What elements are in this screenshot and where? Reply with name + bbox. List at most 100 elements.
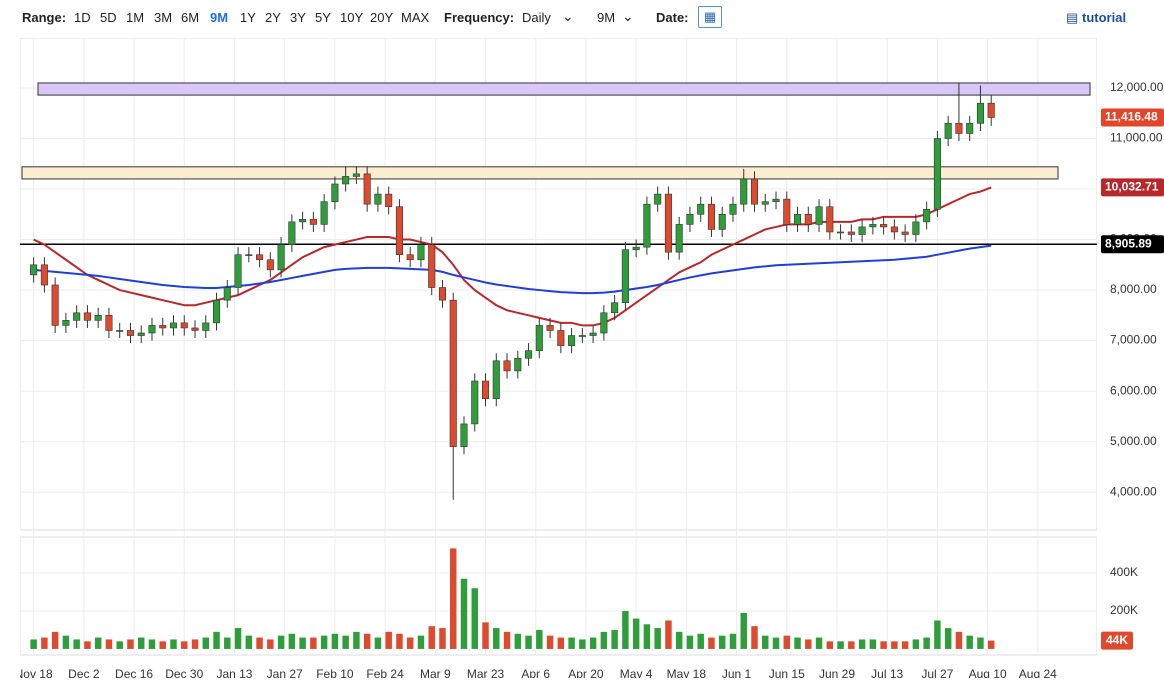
volume-bar [826,641,834,649]
volume-bar [331,633,339,649]
volume-bar [234,628,242,649]
volume-bar [901,641,909,649]
candle-body [428,244,436,288]
candle-body [546,325,554,331]
candle-body [707,203,715,230]
volume-bar [471,588,478,649]
range-label: Range: [22,10,67,25]
candle-body [880,224,888,228]
candle-body [901,231,909,235]
volume-bar [837,641,844,649]
volume-bar [288,633,296,649]
volume-bar [482,622,489,649]
x-tick-label: Dec 2 [68,667,100,681]
candle-body [374,193,382,205]
volume-bar [686,635,694,649]
candle-body [987,102,995,118]
candle-body [826,206,834,233]
range-button[interactable]: 6M [181,10,200,25]
candle-body [73,312,81,321]
range-button[interactable]: 3Y [290,10,306,25]
candle-body [191,327,199,331]
range-button[interactable]: 1M [126,10,145,25]
candle-body [309,219,317,225]
volume-bar [762,635,769,649]
x-tick-label: Jan 13 [216,667,252,681]
moving-average [33,186,992,327]
candle-body [578,335,586,337]
y-tick-label: 7,000.00 [1110,333,1157,347]
tutorial-icon[interactable]: ▤ [1066,10,1079,25]
range-button[interactable]: 1Y [240,10,256,25]
volume-bar [191,639,199,649]
candle-body [837,231,845,234]
volume-bar [460,578,468,649]
candle-body [417,244,425,261]
candle-body [750,178,759,205]
volume-bar [848,641,855,649]
candle-body [944,123,952,139]
x-tick-label: Jul 13 [871,667,903,681]
candle-body [492,360,500,399]
plot: Nov 18 Dec 2 Dec 16 Dec 30 Jan 13 Jan 27 Feb 1… [20,38,1097,681]
candle-body [858,226,866,235]
volume-panel [20,536,1097,656]
range-button[interactable]: 9M [210,10,229,25]
candle-body [352,173,360,177]
volume-bar [299,637,306,649]
candle-body [331,183,339,202]
candle-body [481,380,490,399]
range-button[interactable]: 1D [74,10,91,25]
volume-bar [493,628,500,649]
x-tick-label: Jun 1 [722,667,752,681]
volume-bar [944,628,952,649]
volume-bar [923,637,930,649]
x-tick-label: Aug 24 [1019,667,1057,681]
x-tick-label: May 18 [667,667,707,681]
zone [37,82,1091,96]
price-tag-label: 11,416.48 [1105,110,1158,124]
range-button[interactable]: 3M [154,10,173,25]
candle-body [299,219,307,223]
volume-bar [277,635,285,649]
volume-bar [815,637,823,649]
candle-body [535,325,543,351]
range-button[interactable]: MAX [401,10,430,25]
volume-bar [579,639,586,649]
volume-bar [385,631,392,649]
volume-bar [84,641,91,649]
candle-body [697,203,705,215]
candle-body [729,203,737,215]
price-tag-label: 8,905.89 [1105,236,1152,250]
candle-body [126,330,134,336]
volume-bar [170,639,177,649]
range-button[interactable]: 5Y [315,10,331,25]
volume-bar [622,610,629,649]
candle-body [514,357,522,372]
candle-body [740,178,748,205]
moving-average [33,244,992,295]
candle-body [277,244,285,271]
candle-body [223,287,231,301]
range-button[interactable]: 10Y [340,10,364,25]
volume-bar [751,626,758,649]
range-button[interactable]: 5D [100,10,117,25]
candle-body [643,203,651,248]
dropdown-arrow[interactable]: ⌄ [622,8,634,24]
volume-bar [105,639,113,649]
frequency-select[interactable]: Daily [522,10,551,25]
dropdown-arrow[interactable]: ⌄ [562,8,574,24]
tutorial-link[interactable]: tutorial [1082,10,1127,25]
calendar-button[interactable]: ▦ [698,6,722,28]
candle-body [395,206,403,256]
range-button[interactable]: 20Y [370,10,394,25]
candle-body [718,213,726,230]
candle-body [912,221,920,235]
y-tick-label: 4,000.00 [1110,484,1157,498]
period-select[interactable]: 9M [597,10,616,25]
range-button[interactable]: 2Y [265,10,281,25]
volume-bar [310,637,317,649]
volume-bar [148,639,156,649]
volume-bar [632,618,640,649]
candle-body [449,299,457,447]
